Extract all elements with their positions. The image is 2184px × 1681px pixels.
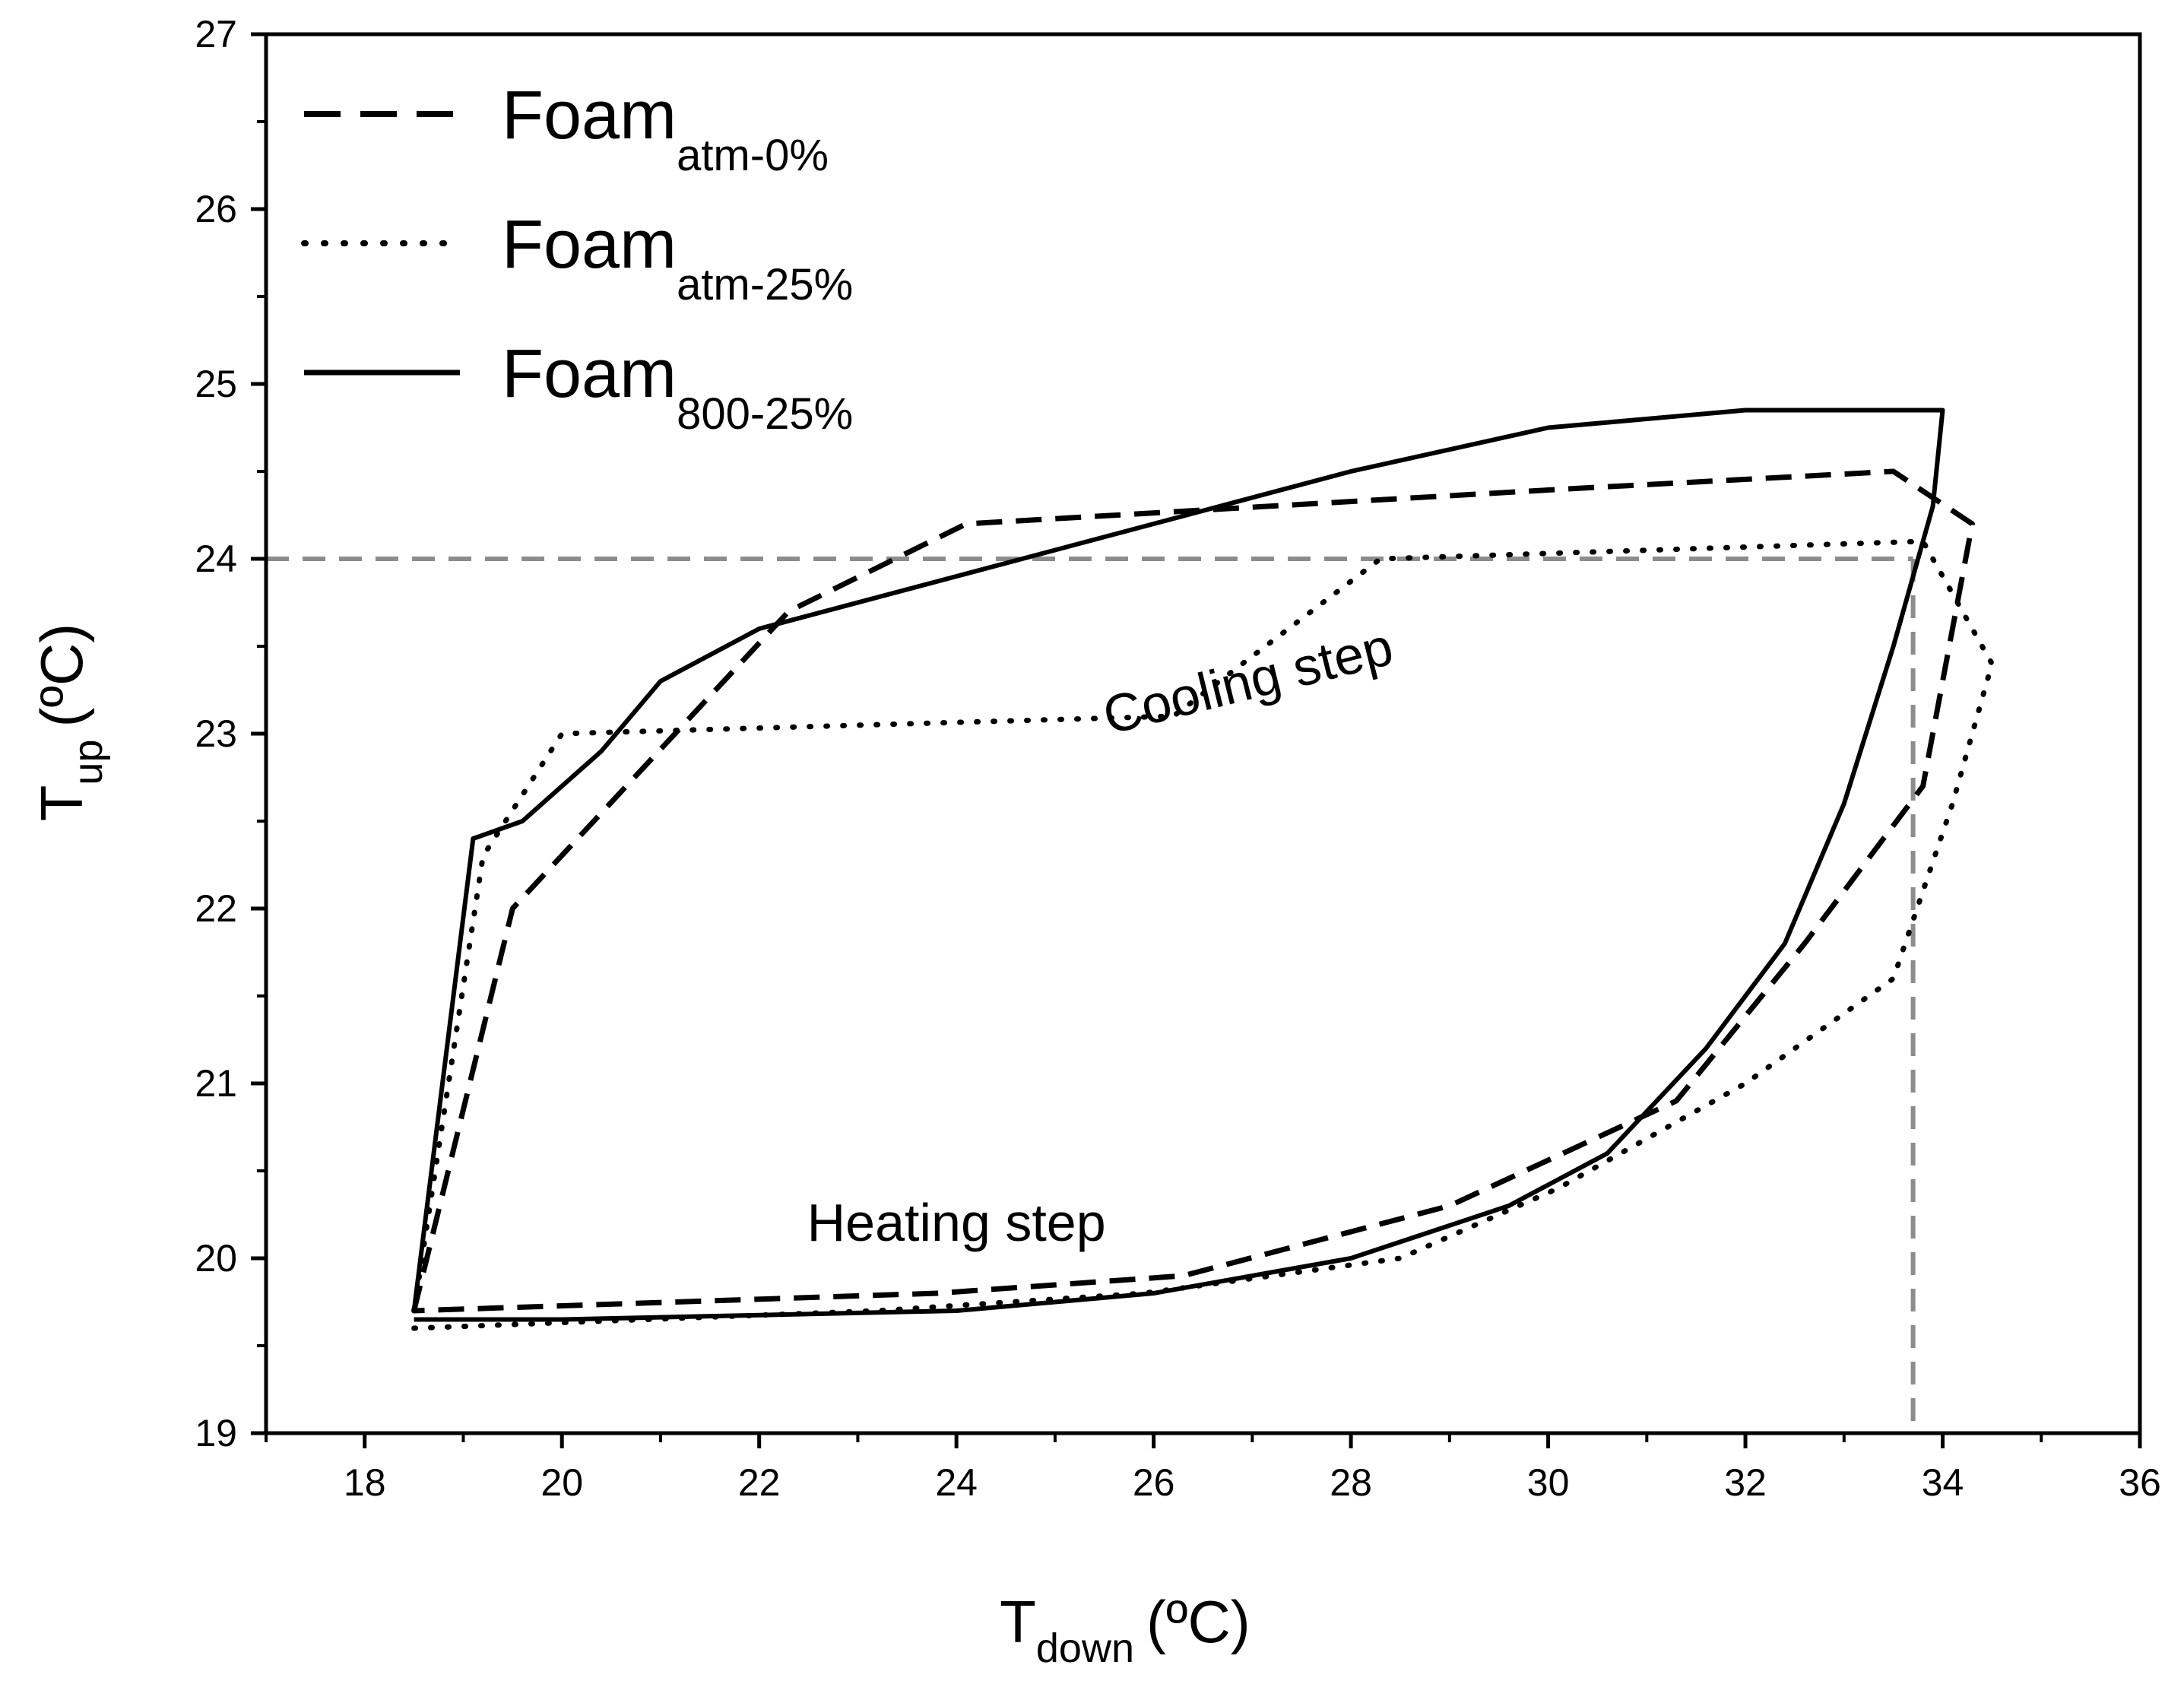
x-tick-label: 26	[1133, 1461, 1175, 1504]
y-axis-title-unit: (ºC)	[28, 623, 95, 728]
reference-lines	[266, 557, 1916, 1433]
x-tick-label: 34	[1922, 1461, 1964, 1504]
y-axis-title-main: T	[28, 785, 95, 822]
x-axis-title-sub: down	[1036, 1625, 1134, 1671]
y-tick-label: 27	[195, 13, 237, 56]
x-tick-label: 36	[2119, 1461, 2161, 1504]
x-tick-label: 32	[1724, 1461, 1767, 1504]
series-line-800-25pct	[411, 408, 1945, 1322]
annotations: Cooling step Heating step	[807, 617, 1399, 1252]
x-tick-label: 30	[1527, 1461, 1570, 1504]
series-line-atm-25pct	[411, 538, 1995, 1331]
x-tick-label: 22	[738, 1461, 781, 1504]
y-tick-label: 20	[195, 1237, 237, 1280]
x-tick-label: 20	[540, 1461, 583, 1504]
y-tick-label: 26	[195, 188, 237, 230]
y-tick-label: 25	[195, 363, 237, 405]
y-axis-ticks: 19 20 21 22 23 24 25 26 27	[195, 13, 266, 1454]
legend: Foamatm-0% Foamatm-25% Foam800-25%	[301, 78, 853, 439]
x-axis-title: Tdown (ºC)	[1000, 1588, 1250, 1671]
cooling-step-label: Cooling step	[1097, 617, 1398, 746]
y-tick-label: 19	[195, 1412, 237, 1454]
legend-label: Foam800-25%	[502, 336, 853, 439]
y-tick-label: 24	[195, 538, 237, 580]
series-line-atm-0pct	[411, 468, 1975, 1314]
legend-label: Foamatm-0%	[502, 78, 829, 180]
x-tick-label: 24	[935, 1461, 978, 1504]
series-layer	[411, 408, 1995, 1331]
y-tick-label: 21	[195, 1062, 237, 1105]
legend-label: Foamatm-25%	[502, 207, 853, 309]
heating-step-label: Heating step	[807, 1193, 1106, 1252]
x-axis-title-unit: (ºC)	[1146, 1588, 1250, 1655]
x-axis-title-main: T	[1000, 1588, 1036, 1655]
y-tick-label: 22	[195, 887, 237, 930]
x-tick-label: 28	[1330, 1461, 1372, 1504]
y-axis-title: Tup (ºC)	[28, 623, 111, 822]
y-tick-label: 23	[195, 712, 237, 755]
x-axis-ticks: 18 20 22 24 26 28 30 32 34 36	[265, 1433, 2161, 1504]
x-tick-label: 18	[344, 1461, 386, 1504]
y-axis-title-sub: up	[65, 740, 111, 785]
